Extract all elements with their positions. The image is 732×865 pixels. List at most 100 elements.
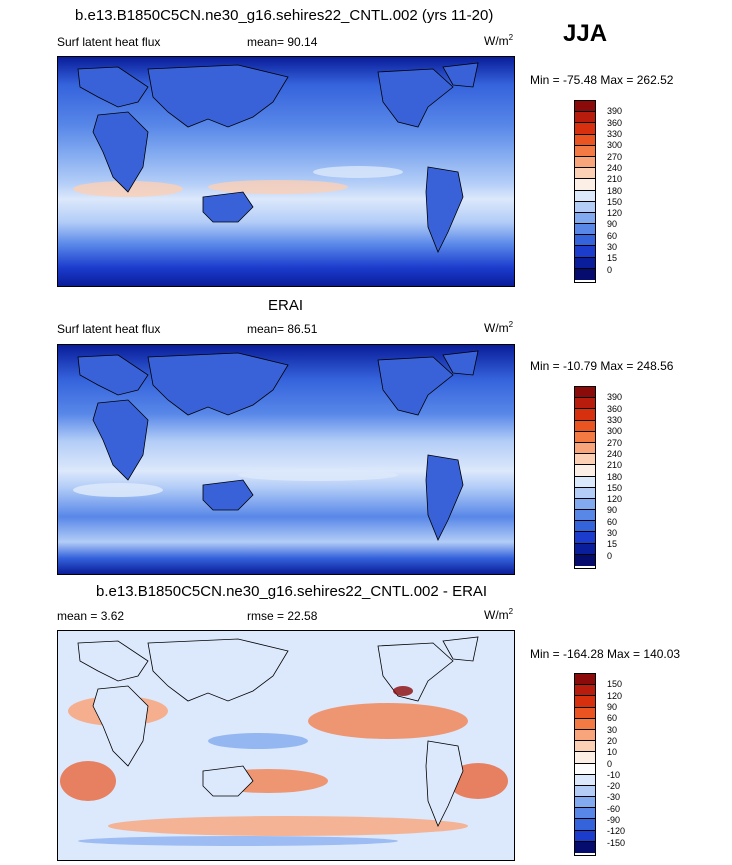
- colorbar-segment: [575, 752, 595, 764]
- panel3-minmax: Min = -164.28 Max = 140.03: [530, 647, 681, 661]
- panel2-mean-label: mean= 86.51: [247, 322, 318, 336]
- colorbar-segment: [575, 145, 595, 157]
- panel3-title: b.e13.B1850C5CN.ne30_g16.sehires22_CNTL.…: [96, 583, 488, 600]
- colorbar-segment: [575, 707, 595, 719]
- colorbar-segment: [575, 268, 595, 280]
- colorbar-segment: [575, 420, 595, 432]
- colorbar-segment: [575, 431, 595, 443]
- panel3-colorbar: [574, 673, 596, 856]
- colorbar-tick-label: 60: [607, 516, 618, 527]
- colorbar-segment: [575, 156, 595, 169]
- colorbar-segment: [575, 819, 595, 831]
- colorbar-segment: [575, 785, 595, 798]
- colorbar-tick-label: 90: [607, 505, 618, 516]
- panel3-rmse-label: rmse = 22.58: [247, 609, 318, 623]
- colorbar-segment: [575, 224, 595, 236]
- colorbar-tick-label: 360: [607, 117, 623, 128]
- colorbar-tick-label: -150: [607, 837, 626, 848]
- season-label: JJA: [563, 20, 608, 47]
- colorbar-tick-label: 390: [607, 392, 623, 403]
- colorbar-tick-label: 90: [607, 701, 618, 712]
- colorbar-tick-label: -30: [607, 792, 621, 803]
- colorbar-segment: [575, 398, 595, 410]
- colorbar-segment: [575, 487, 595, 499]
- colorbar-tick-label: 360: [607, 403, 623, 414]
- colorbar-segment: [575, 476, 595, 488]
- colorbar-tick-label: 90: [607, 219, 618, 230]
- panel3-unit: W/m2: [484, 607, 514, 622]
- colorbar-tick-label: 60: [607, 713, 618, 724]
- colorbar-segment: [575, 521, 595, 533]
- colorbar-segment: [575, 442, 595, 455]
- colorbar-segment: [575, 190, 595, 202]
- colorbar-segment: [575, 510, 595, 522]
- colorbar-segment: [575, 685, 595, 697]
- colorbar-segment: [575, 741, 595, 753]
- colorbar-tick-label: 150: [607, 196, 623, 207]
- colorbar-segment: [575, 179, 595, 191]
- colorbar-segment: [575, 674, 595, 686]
- colorbar-segment: [575, 101, 595, 113]
- colorbar-tick-label: 300: [607, 140, 623, 151]
- colorbar-tick-label: 30: [607, 242, 618, 253]
- panel2-minmax: Min = -10.79 Max = 248.56: [530, 359, 674, 373]
- panel1-colorbar: [574, 100, 596, 283]
- panel1-map: [57, 56, 515, 287]
- colorbar-tick-label: 210: [607, 174, 623, 185]
- colorbar-tick-label: -60: [607, 803, 621, 814]
- colorbar-tick-label: 210: [607, 460, 623, 471]
- colorbar-segment: [575, 808, 595, 820]
- colorbar-segment: [575, 729, 595, 742]
- colorbar-segment: [575, 830, 595, 842]
- colorbar-segment: [575, 774, 595, 786]
- colorbar-segment: [575, 409, 595, 421]
- colorbar-tick-label: 30: [607, 724, 618, 735]
- panel2-variable-label: Surf latent heat flux: [57, 322, 161, 336]
- panel3-map: [57, 630, 515, 861]
- colorbar-segment: [575, 134, 595, 146]
- panel1-mean-label: mean= 90.14: [247, 35, 318, 49]
- colorbar-tick-label: 120: [607, 690, 623, 701]
- colorbar-tick-label: 60: [607, 230, 618, 241]
- colorbar-tick-label: 330: [607, 128, 623, 139]
- colorbar-tick-label: 30: [607, 528, 618, 539]
- panel1-variable-label: Surf latent heat flux: [57, 35, 161, 49]
- panel2-unit: W/m2: [484, 320, 514, 335]
- colorbar-tick-label: -90: [607, 815, 621, 826]
- colorbar-segment: [575, 257, 595, 269]
- panel3-mean-label: mean = 3.62: [57, 609, 125, 623]
- colorbar-tick-label: 0: [607, 550, 613, 561]
- colorbar-tick-label: 150: [607, 482, 623, 493]
- colorbar-tick-label: -10: [607, 769, 621, 780]
- colorbar-segment: [575, 696, 595, 708]
- colorbar-segment: [575, 454, 595, 466]
- colorbar-segment: [575, 168, 595, 180]
- colorbar-tick-label: 270: [607, 151, 623, 162]
- colorbar-tick-label: 15: [607, 253, 618, 264]
- colorbar-tick-label: 270: [607, 437, 623, 448]
- panel1-unit: W/m2: [484, 33, 514, 48]
- colorbar-segment: [575, 841, 595, 853]
- colorbar-tick-label: 0: [607, 758, 613, 769]
- colorbar-segment: [575, 246, 595, 258]
- colorbar-segment: [575, 387, 595, 399]
- panel2-title: ERAI: [268, 297, 304, 314]
- panel1-minmax: Min = -75.48 Max = 262.52: [530, 73, 674, 87]
- colorbar-tick-label: 120: [607, 494, 623, 505]
- colorbar-segment: [575, 123, 595, 135]
- colorbar-tick-label: -120: [607, 826, 626, 837]
- colorbar-segment: [575, 235, 595, 247]
- colorbar-tick-label: 240: [607, 162, 623, 173]
- colorbar-segment: [575, 201, 595, 213]
- colorbar-segment: [575, 498, 595, 511]
- colorbar-tick-label: 20: [607, 735, 618, 746]
- colorbar-tick-label: 15: [607, 539, 618, 550]
- colorbar-tick-label: 10: [607, 747, 618, 758]
- colorbar-segment: [575, 532, 595, 544]
- panel2-colorbar: [574, 386, 596, 569]
- colorbar-tick-label: 330: [607, 414, 623, 425]
- colorbar-tick-label: 180: [607, 185, 623, 196]
- colorbar-tick-label: -20: [607, 781, 621, 792]
- colorbar-tick-label: 120: [607, 208, 623, 219]
- colorbar-tick-label: 150: [607, 679, 623, 690]
